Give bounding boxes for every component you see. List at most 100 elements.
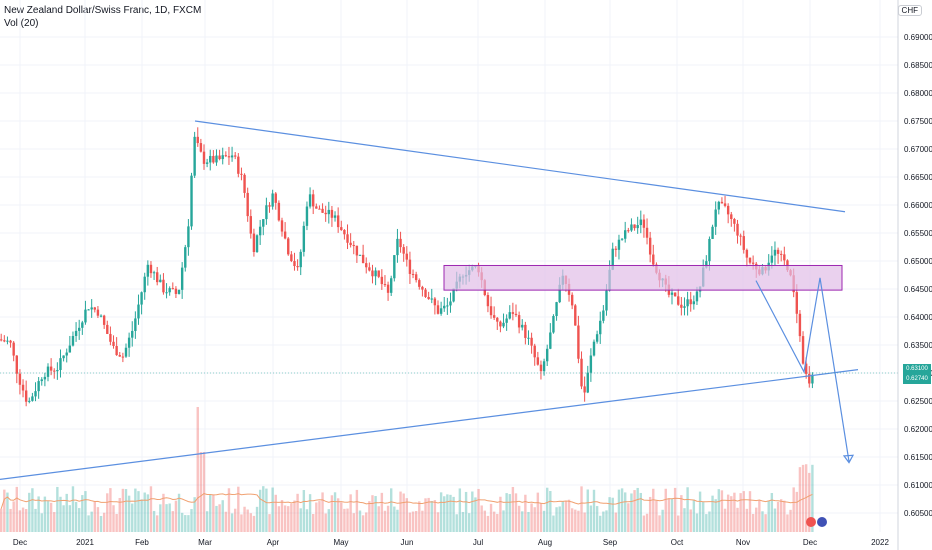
candle-body (84, 309, 87, 323)
volume-bar (62, 505, 65, 532)
volume-bar (221, 500, 224, 532)
candle-body (287, 238, 290, 255)
volume-bar (109, 488, 112, 532)
volume-bar (574, 509, 577, 532)
candle-body (308, 194, 312, 207)
candle-body (673, 292, 677, 297)
volume-bar (808, 472, 811, 532)
candle-body (34, 391, 37, 397)
volume-bar (692, 499, 696, 532)
volume-bar (393, 506, 396, 532)
symbol-title[interactable]: New Zealand Dollar/Swiss Franc, 1D, FXCM (4, 5, 202, 16)
candle-body (611, 248, 614, 270)
time-axis-label: Jul (473, 538, 483, 547)
volume-bar (436, 512, 440, 532)
candle-body (586, 372, 589, 393)
price-axis-label: 0.64000 (904, 313, 932, 322)
candle-body (109, 333, 112, 342)
candle-body (580, 358, 583, 387)
volume-bar (187, 515, 190, 532)
volume-bar (530, 503, 533, 532)
volume-bar (652, 488, 655, 532)
volume-bar (159, 504, 162, 532)
candle-body (78, 327, 81, 331)
candle-body (780, 253, 783, 255)
candle-body (68, 345, 72, 353)
candle-body (312, 194, 315, 207)
volume-bar (121, 488, 125, 532)
candle-body (37, 381, 40, 392)
volume-bar (776, 501, 780, 532)
volume-bar (673, 487, 677, 532)
candle-body (168, 288, 171, 293)
candle-body (383, 284, 387, 286)
volume-bar (427, 497, 430, 532)
candle-body (106, 324, 109, 334)
volume-bar (115, 513, 118, 532)
candle-body (302, 225, 306, 252)
candle-body (742, 236, 745, 250)
volume-bar (539, 503, 543, 532)
candle-body (633, 224, 636, 229)
candle-body (717, 201, 720, 210)
volume-bar (595, 506, 599, 532)
candle-body (81, 322, 84, 328)
volume-bar (258, 489, 262, 532)
candle-body (193, 136, 196, 176)
candle-body (533, 345, 536, 358)
volume-bar (352, 513, 355, 532)
candle-body (283, 231, 287, 239)
candle-body (552, 316, 555, 333)
volume-bar (336, 498, 340, 532)
candle-body (386, 284, 390, 293)
candle-body (648, 237, 652, 255)
volume-bar (299, 508, 302, 532)
volume-bar (592, 489, 596, 532)
arrow-head-icon (842, 454, 855, 464)
volume-bar (205, 511, 209, 532)
candle-body (262, 219, 265, 227)
volume-bar (449, 494, 452, 532)
volume-bar (365, 512, 368, 532)
candle-body (739, 235, 742, 237)
volume-bar (639, 492, 642, 532)
volume-bars (0, 407, 814, 532)
candle-body (705, 261, 708, 268)
price-axis-label: 0.64500 (904, 285, 932, 294)
candle-body (627, 230, 630, 232)
candle-body (574, 305, 577, 326)
volume-bar (361, 515, 365, 532)
candle-body (589, 355, 593, 373)
volume-bar (234, 508, 237, 532)
volume-indicator-label[interactable]: Vol (20) (4, 18, 39, 29)
candle-body (112, 341, 115, 346)
candle-body (243, 174, 246, 193)
time-axis-label: Apr (267, 538, 280, 547)
candle-body (96, 309, 100, 316)
candle-body (293, 261, 296, 267)
volume-bar (396, 509, 399, 532)
candle-body (12, 342, 15, 356)
chart-header: New Zealand Dollar/Swiss Franc, 1D, FXCM… (4, 4, 201, 30)
volume-bar (648, 496, 652, 532)
candle-body (689, 299, 692, 305)
candle-body (511, 312, 515, 314)
candle-body (46, 366, 50, 377)
volume-bar (308, 494, 312, 532)
volume-bar (455, 514, 458, 532)
candle-body (274, 193, 277, 203)
candle-body (736, 223, 739, 236)
volume-bar (212, 494, 215, 532)
volume-bar (31, 488, 34, 532)
candle-body (486, 295, 490, 307)
candle-body (624, 230, 627, 239)
volume-bar (661, 509, 664, 532)
candle-body (131, 330, 134, 338)
volume-bar (786, 514, 789, 532)
volume-bar (46, 501, 50, 532)
volume-bar (695, 513, 699, 532)
candle-body (801, 336, 805, 364)
volume-bar (677, 515, 680, 532)
volume-bar (524, 494, 527, 532)
